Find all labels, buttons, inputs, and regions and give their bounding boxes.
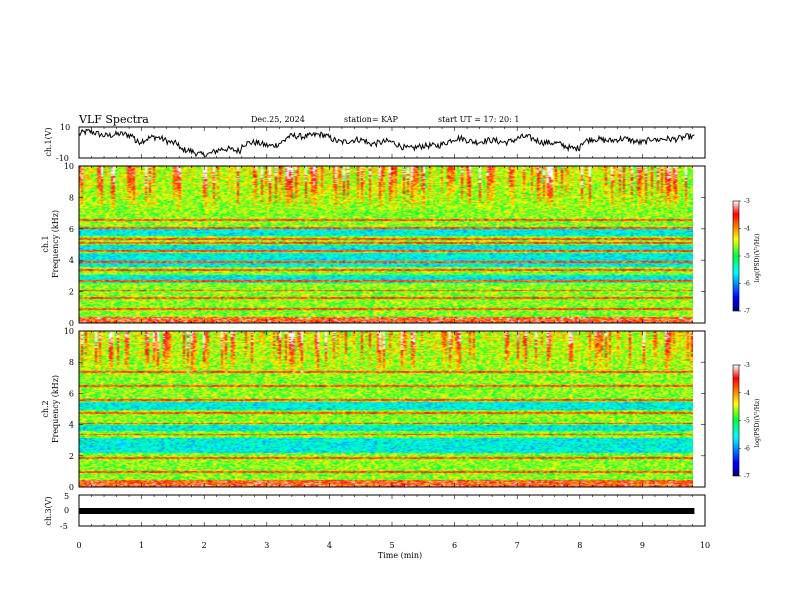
colorbar-tick-label: -6 (744, 445, 750, 452)
ch1-colorbar-label: log(PSD)(V²/Hz) (754, 234, 761, 283)
colorbar-tick-label: -5 (744, 253, 750, 260)
ch1-spectrogram-yticks: 0 2 4 6 8 10 (64, 162, 705, 328)
x-tick-label: 5 (389, 541, 394, 550)
header-station: station= KAP (344, 115, 399, 124)
x-tick-labels: 0 1 2 3 4 5 6 7 8 9 10 (76, 541, 710, 550)
ch2-spectrogram-ylabel-freq: Frequency (kHz) (51, 375, 60, 443)
ch1-spectrogram-ylabel-freq: Frequency (kHz) (51, 210, 60, 278)
y-tick-label: 10 (64, 327, 74, 336)
x-tick-label: 2 (202, 541, 207, 550)
x-tick-label: 3 (264, 541, 269, 550)
x-tick-label: 4 (327, 541, 332, 550)
colorbar-tick-label: -4 (744, 390, 750, 397)
x-tick-label: 9 (640, 541, 645, 550)
ch3-ytick-bottom: -5 (60, 522, 68, 531)
figure-title: VLF Spectra (78, 113, 149, 126)
ch2-spectrogram-yticks: 0 2 4 6 8 10 (64, 327, 705, 492)
ch2-spectrogram-ylabel-line2: Frequency (kHz) (51, 375, 60, 443)
ch3-waveform-ylabel: ch.3(V) (44, 496, 53, 525)
ch2-spectrogram-image (79, 331, 693, 487)
axis-ticks (78, 127, 706, 526)
y-tick-label: 4 (69, 421, 74, 430)
y-tick-label: 10 (64, 162, 74, 171)
header-date: Dec.25, 2024 (251, 115, 305, 124)
ch1-spectrogram-ylabel-line1: ch.1 (41, 235, 50, 252)
ch1-spectrogram-image (79, 166, 693, 323)
ch1-waveform-trace (78, 128, 695, 158)
ch3-waveform-trace (79, 508, 695, 514)
ch1-spectrogram-ylabel-channel: ch.1 (41, 235, 50, 252)
ch1-colorbar-ramp (732, 200, 740, 312)
ch1-ytick-top: 10 (60, 123, 70, 132)
colorbar-tick-label: -7 (744, 473, 750, 480)
ch2-colorbar: -3 -4 -5 -6 -7 (732, 362, 750, 480)
ch3-ytick-mid: 0 (64, 506, 69, 515)
ch3-ytick-top: 5 (64, 492, 69, 501)
x-tick-label: 7 (515, 541, 520, 550)
colorbar-tick-label: -3 (744, 362, 750, 369)
colorbar-tick-label: -5 (744, 418, 750, 425)
header-start-time: start UT = 17: 20: 1 (438, 115, 519, 124)
x-axis-label: Time (min) (378, 551, 422, 560)
y-tick-label: 2 (69, 288, 74, 297)
colorbar-tick-label: -7 (744, 308, 750, 315)
colorbar-tick-label: -3 (744, 198, 750, 205)
ch1-ytick-bottom: -10 (56, 154, 69, 163)
y-tick-label: 6 (69, 225, 74, 234)
ch1-colorbar: -3 -4 -5 -6 -7 (732, 198, 750, 315)
colorbar-tick-label: -4 (744, 226, 750, 233)
y-tick-label: 8 (69, 193, 74, 202)
x-tick-label: 6 (452, 541, 457, 550)
ch1-waveform-ylabel: ch.1(V) (44, 127, 53, 156)
x-tick-label: 8 (577, 541, 582, 550)
x-tick-label: 0 (76, 541, 81, 550)
y-tick-label: 2 (69, 452, 74, 461)
x-tick-label: 1 (139, 541, 144, 550)
ch2-colorbar-ramp (732, 364, 740, 477)
y-tick-label: 0 (69, 483, 74, 492)
colorbar-tick-label: -6 (744, 281, 750, 288)
ch2-spectrogram-ylabel-channel: ch.2 (41, 400, 50, 417)
y-tick-label: 6 (69, 389, 74, 398)
ch1-spectrogram-ylabel-line2: Frequency (kHz) (51, 210, 60, 278)
y-tick-label: 4 (69, 256, 74, 265)
ch2-colorbar-label: log(PSD)(V²/Hz) (754, 399, 761, 448)
y-tick-label: 8 (69, 358, 74, 367)
ch2-spectrogram-ylabel-line1: ch.2 (41, 400, 50, 417)
x-tick-label: 10 (700, 541, 710, 550)
y-tick-label: 0 (69, 319, 74, 328)
